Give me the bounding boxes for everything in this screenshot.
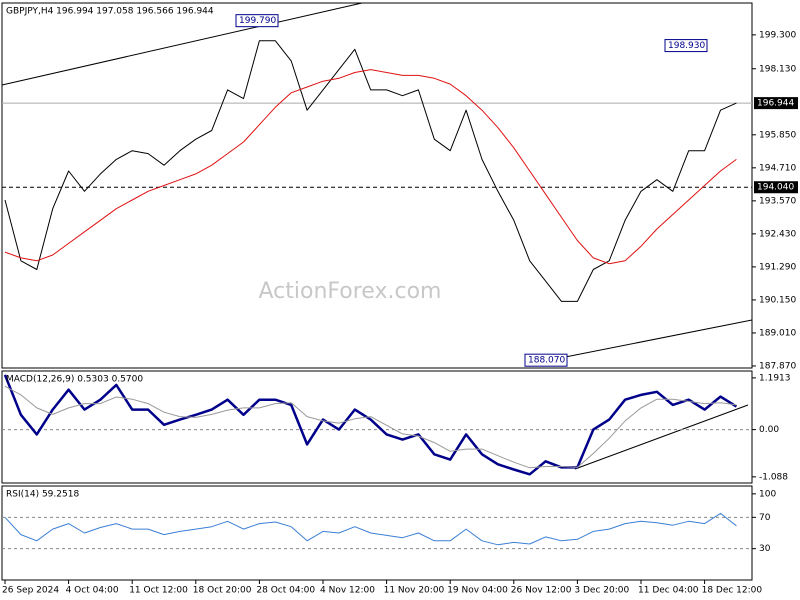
annotation-box [235, 14, 279, 28]
watermark: ActionForex.com [259, 279, 442, 304]
y-tick-label: 30 [759, 544, 771, 554]
series-line [3, 374, 738, 476]
level-label: 194.040 [757, 183, 794, 193]
y-tick-label: 187.870 [759, 361, 796, 371]
last-price-box [754, 97, 798, 110]
x-tick-label: 11 Oct 12:00 [129, 586, 188, 596]
x-tick-label: 11 Nov 20:00 [384, 586, 445, 596]
x-tick-label: 26 Nov 12:00 [511, 586, 572, 596]
rsi-panel [1, 485, 753, 581]
price-panel [1, 2, 753, 369]
series-line [4, 69, 737, 265]
y-tick-label: 192.430 [759, 229, 796, 239]
trend-line [539, 319, 753, 363]
x-tick-label: 3 Dec 20:00 [574, 586, 629, 596]
y-tick-label: 198.130 [759, 64, 796, 74]
x-tick-label: 4 Oct 04:00 [66, 586, 119, 596]
x-tick-label: 28 Oct 04:00 [256, 586, 315, 596]
y-tick-label: 193.570 [759, 196, 796, 206]
panel-title: MACD(12,26,9) 0.5303 0.5700 [6, 375, 143, 385]
y-tick-label: 1.1913 [759, 373, 791, 383]
x-tick-label: 18 Dec 12:00 [702, 586, 763, 596]
annotation-box [524, 353, 568, 367]
y-tick-label: 191.290 [759, 262, 796, 272]
trend-line [574, 404, 749, 470]
x-tick-label: 11 Dec 04:00 [638, 586, 699, 596]
panel-title: RSI(14) 59.2518 [6, 490, 79, 500]
y-tick-label: 194.710 [759, 163, 796, 173]
x-tick-label: 19 Nov 04:00 [447, 586, 508, 596]
y-tick-label: 195.850 [759, 130, 796, 140]
x-tick-label: 26 Sep 2024 [2, 586, 59, 596]
y-tick-label: 100 [759, 489, 776, 499]
series-line [4, 40, 737, 302]
y-tick-label: -1.088 [759, 472, 788, 482]
x-tick-label: 18 Oct 20:00 [193, 586, 252, 596]
trend-line [1, 2, 363, 86]
panel-title: GBPJPY,H4 196.994 197.058 196.566 196.94… [6, 7, 214, 17]
y-tick-label: 199.300 [759, 30, 796, 40]
annotation-box [664, 39, 708, 53]
annotation-label: 198.930 [668, 41, 705, 51]
last-price-label: 196.944 [757, 99, 794, 109]
y-tick-label: 0.00 [759, 425, 779, 435]
y-tick-label: 70 [759, 513, 771, 523]
macd-panel [1, 370, 753, 484]
y-tick-label: 189.010 [759, 328, 796, 338]
series-line [4, 385, 737, 469]
x-tick-label: 4 Nov 12:00 [320, 586, 375, 596]
series-line [4, 512, 737, 546]
annotation-label: 199.790 [239, 16, 276, 26]
annotation-label: 188.070 [528, 356, 565, 366]
level-box [754, 181, 798, 194]
y-tick-label: 190.150 [759, 295, 796, 305]
